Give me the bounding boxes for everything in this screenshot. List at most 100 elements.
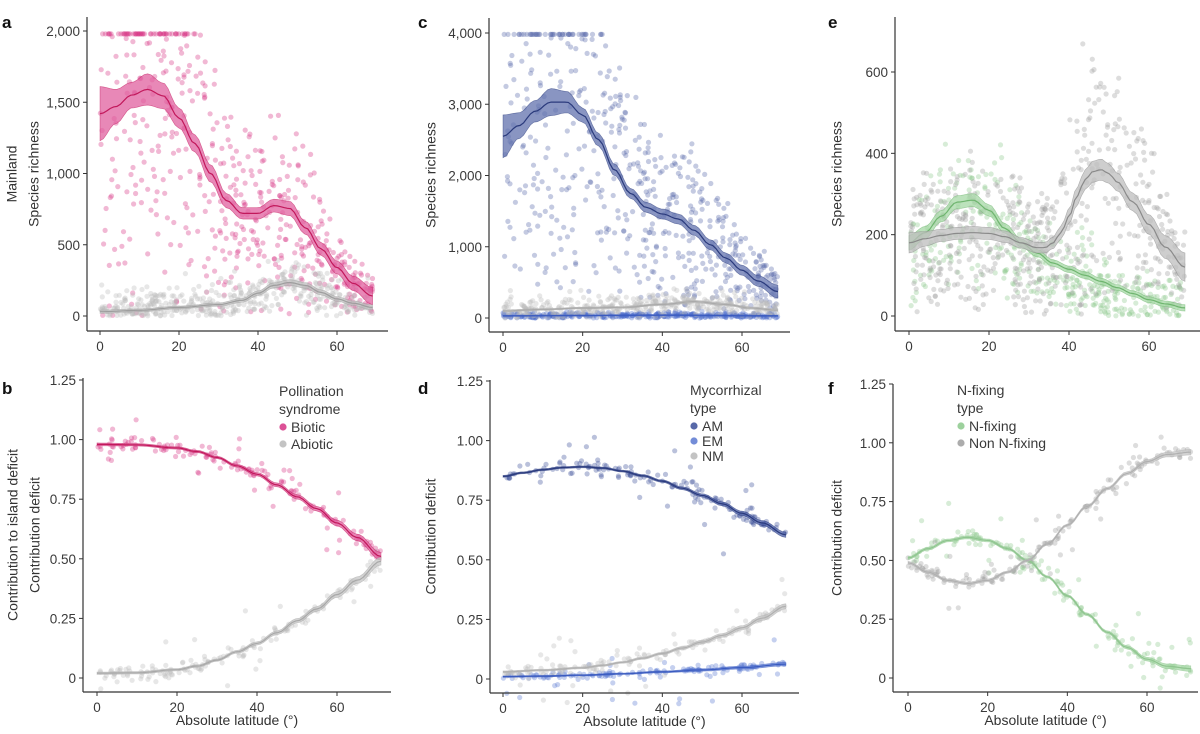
point-non-n-fixing xyxy=(912,253,919,260)
point-am xyxy=(534,31,541,37)
point-am xyxy=(677,173,684,180)
point-biotic xyxy=(155,51,161,58)
legend-key-em xyxy=(690,437,698,445)
point-non-n-fixing xyxy=(1074,118,1080,124)
point-non-n-fixing xyxy=(928,202,935,208)
point-biotic xyxy=(278,216,284,222)
point-am xyxy=(505,218,511,224)
point-abiotic xyxy=(141,311,147,317)
point-biotic xyxy=(173,130,180,137)
point-am xyxy=(584,50,590,57)
point-non-n-fixing xyxy=(995,242,1001,248)
point-biotic xyxy=(223,279,229,285)
point-biotic xyxy=(279,255,285,261)
point-biotic xyxy=(208,450,214,456)
point-biotic xyxy=(217,228,223,234)
y-tick-label: 4,000 xyxy=(448,26,482,41)
point-biotic xyxy=(144,123,150,129)
point-abiotic xyxy=(303,620,309,626)
point-biotic xyxy=(246,134,252,140)
y-tick-label: 2,000 xyxy=(46,24,80,39)
point-abiotic xyxy=(177,293,183,299)
point-am xyxy=(593,270,599,276)
point-am xyxy=(686,184,692,190)
point-biotic xyxy=(202,83,208,89)
point-biotic xyxy=(306,309,312,315)
point-am xyxy=(762,292,769,298)
point-abiotic xyxy=(139,673,145,679)
point-abiotic xyxy=(333,289,339,295)
point-non-n-fixing xyxy=(1011,294,1017,300)
point-am xyxy=(583,197,589,203)
point-biotic xyxy=(302,506,309,512)
point-am xyxy=(619,114,625,120)
point-am xyxy=(641,253,647,259)
point-am xyxy=(733,231,740,237)
point-non-n-fixing xyxy=(1052,527,1058,534)
point-am xyxy=(517,266,523,272)
point-am xyxy=(603,43,609,49)
point-abiotic xyxy=(131,311,137,317)
point-abiotic xyxy=(140,312,146,319)
point-n-fixing xyxy=(1167,311,1173,317)
point-biotic xyxy=(162,31,168,37)
point-am xyxy=(631,161,637,167)
y-axis-title: Contribution to island deficit xyxy=(5,449,21,621)
point-nm xyxy=(739,295,745,301)
point-non-n-fixing xyxy=(963,575,969,581)
point-abiotic xyxy=(238,287,244,293)
point-biotic xyxy=(113,53,119,59)
point-am xyxy=(548,31,554,37)
point-non-n-fixing xyxy=(1117,233,1123,239)
point-am xyxy=(517,463,523,469)
point-am xyxy=(511,77,517,83)
y-tick-label: 1.00 xyxy=(860,436,886,451)
y-tick-label: 500 xyxy=(57,238,80,253)
point-non-n-fixing xyxy=(910,186,916,193)
point-n-fixing xyxy=(1135,313,1141,319)
y-tick-label: 400 xyxy=(865,146,888,161)
point-biotic xyxy=(257,248,263,254)
point-n-fixing xyxy=(966,540,972,546)
point-biotic xyxy=(151,437,157,443)
point-biotic xyxy=(249,251,255,257)
point-am xyxy=(638,294,644,300)
point-biotic xyxy=(324,231,330,237)
point-abiotic xyxy=(333,302,339,308)
point-biotic xyxy=(271,256,277,262)
y-tick-label: 1,500 xyxy=(46,95,80,110)
point-non-n-fixing xyxy=(921,272,927,278)
point-am xyxy=(637,252,643,258)
point-abiotic xyxy=(163,300,169,306)
point-abiotic xyxy=(306,293,312,299)
point-biotic xyxy=(209,227,215,233)
point-biotic xyxy=(108,31,114,37)
point-n-fixing xyxy=(919,518,925,524)
point-am xyxy=(665,201,671,207)
point-am xyxy=(595,230,601,236)
point-nm xyxy=(741,289,748,295)
point-n-fixing xyxy=(908,303,914,309)
point-am xyxy=(693,265,699,271)
point-non-n-fixing xyxy=(1094,258,1100,264)
point-n-fixing xyxy=(1071,251,1077,257)
point-am xyxy=(774,274,781,280)
point-abiotic xyxy=(133,311,139,317)
point-nm xyxy=(774,301,780,308)
point-abiotic xyxy=(344,307,350,313)
point-biotic xyxy=(125,31,131,37)
point-nm xyxy=(726,297,732,304)
point-biotic xyxy=(256,263,262,269)
point-abiotic xyxy=(232,306,238,312)
point-am xyxy=(562,31,568,37)
point-am xyxy=(643,189,649,195)
point-am xyxy=(588,179,594,185)
point-am xyxy=(666,309,672,315)
point-am xyxy=(663,291,669,297)
point-am xyxy=(642,227,648,233)
point-abiotic xyxy=(219,305,225,311)
point-biotic xyxy=(258,190,264,196)
point-n-fixing xyxy=(1126,651,1132,657)
point-non-n-fixing xyxy=(1134,138,1140,144)
point-em xyxy=(532,315,538,321)
